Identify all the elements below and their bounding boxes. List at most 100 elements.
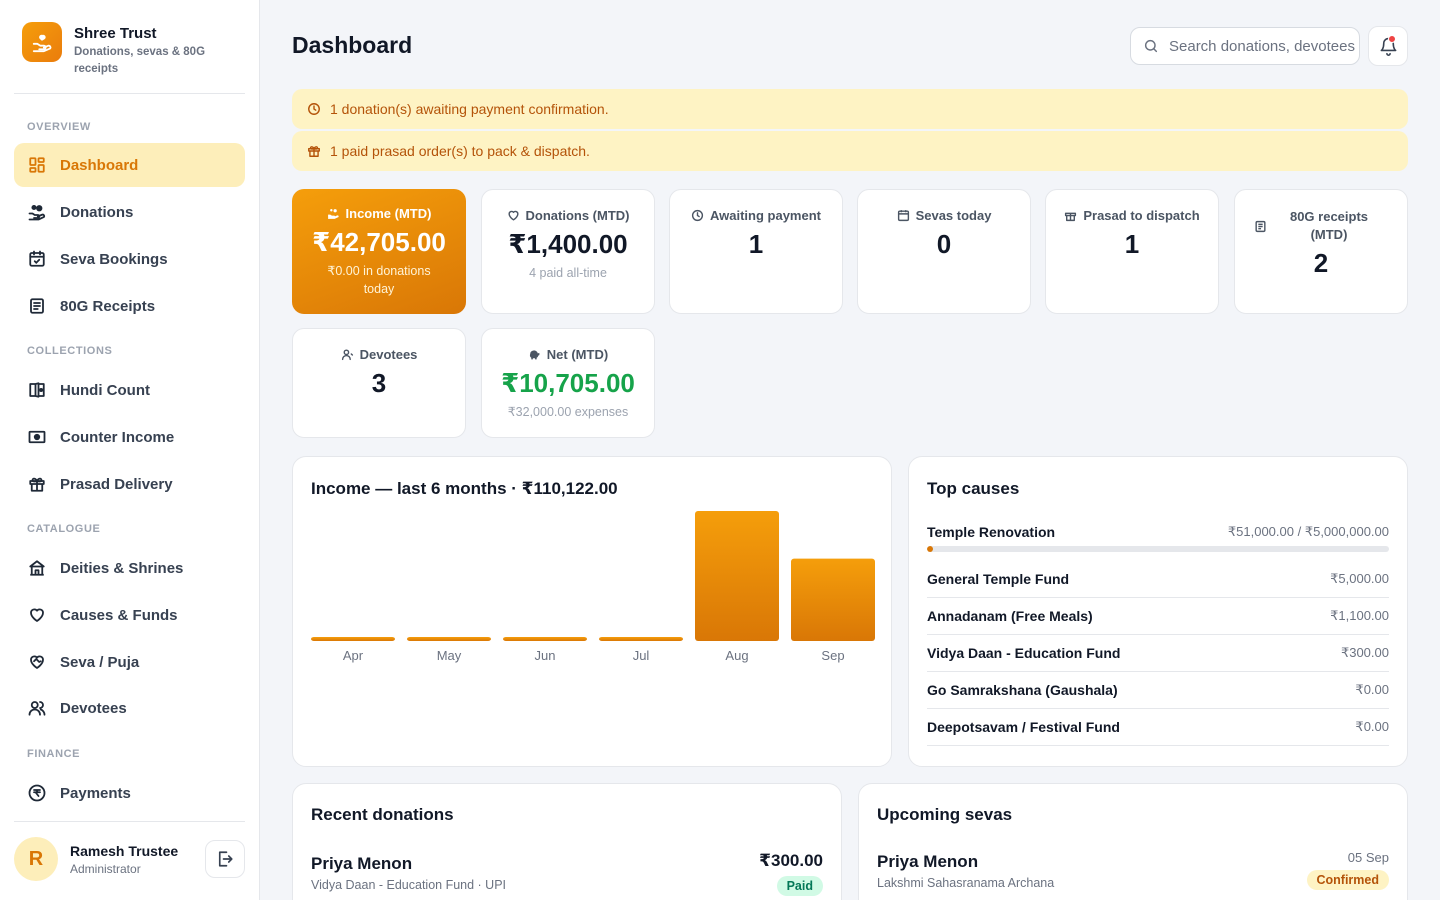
logout-button[interactable] <box>205 840 245 878</box>
sidebar-item-prasad-delivery[interactable]: Prasad Delivery <box>14 462 245 506</box>
x-tick-label: Aug <box>725 648 748 663</box>
search-icon <box>1143 38 1159 54</box>
sidebar-item-donations[interactable]: Donations <box>14 190 245 234</box>
alert-awaiting-payment[interactable]: 1 donation(s) awaiting payment confirmat… <box>292 89 1408 129</box>
panel-title: Upcoming sevas <box>877 805 1013 824</box>
panel-title: Top causes <box>927 479 1020 498</box>
stat-card-devotees[interactable]: Devotees 3 <box>292 328 466 438</box>
stat-label: 80G receipts (MTD) <box>1289 209 1369 242</box>
income-bar-chart: Apr May Jun Jul Aug Sep <box>311 511 875 663</box>
status-badge: Paid <box>776 876 823 896</box>
heart-icon <box>507 209 520 222</box>
sidebar: Shree Trust Donations, sevas & 80G recei… <box>0 0 260 900</box>
stat-card-net[interactable]: Net (MTD) ₹10,705.00 ₹32,000.00 expenses <box>481 328 655 438</box>
stat-sub: 4 paid all-time <box>529 266 607 280</box>
chart-bar-sep[interactable] <box>791 558 875 641</box>
cause-amount: ₹5,000.00 <box>1330 571 1389 586</box>
panel-title: Recent donations <box>311 805 454 824</box>
sidebar-item-label: Dashboard <box>60 156 139 174</box>
nav-section-collections: COLLECTIONS <box>27 345 113 357</box>
x-tick-label: Jun <box>535 648 556 663</box>
notification-dot <box>1388 35 1396 43</box>
sidebar-item-payments[interactable]: Payments <box>14 771 245 815</box>
sidebar-item-dashboard[interactable]: Dashboard <box>14 143 245 187</box>
alert-prasad-dispatch[interactable]: 1 paid prasad order(s) to pack & dispatc… <box>292 131 1408 171</box>
donation-row[interactable]: Priya Menon Vidya Daan - Education Fund … <box>311 854 506 892</box>
logout-icon <box>216 850 234 868</box>
divider <box>14 821 245 822</box>
notifications-button[interactable] <box>1368 26 1408 66</box>
cause-progress-bar <box>927 546 1389 552</box>
cause-name: Vidya Daan - Education Fund <box>927 645 1121 661</box>
hundi-box-icon <box>28 381 46 399</box>
stat-value: 0 <box>936 229 952 259</box>
seva-date: 05 Sep <box>1347 850 1389 865</box>
users-icon <box>28 699 46 717</box>
stat-card-income[interactable]: Income (MTD) ₹42,705.00 ₹0.00 in donatio… <box>292 189 466 314</box>
heart-handshake-icon <box>28 653 46 671</box>
stat-card-awaiting-payment[interactable]: Awaiting payment 1 <box>669 189 843 314</box>
stat-card-donations[interactable]: Donations (MTD) ₹1,400.00 4 paid all-tim… <box>481 189 655 314</box>
search-box[interactable] <box>1130 27 1360 65</box>
user-name: Ramesh Trustee <box>70 842 179 859</box>
cause-amount: ₹1,100.00 <box>1330 608 1389 623</box>
chart-bar-may[interactable] <box>407 637 491 641</box>
sidebar-item-devotees[interactable]: Devotees <box>14 686 245 730</box>
donation-detail: Vidya Daan - Education Fund · UPI <box>311 878 507 892</box>
cause-row[interactable]: General Temple Fund ₹5,000.00 <box>927 561 1389 598</box>
cause-name: Annadanam (Free Meals) <box>927 608 1093 624</box>
piggy-bank-icon <box>528 348 541 361</box>
gift-icon <box>307 144 321 158</box>
stat-value: 1 <box>748 229 764 259</box>
stat-card-80g-receipts[interactable]: 80G receipts (MTD) 2 <box>1234 189 1408 314</box>
sidebar-item-label: Deities & Shrines <box>60 559 184 577</box>
cause-amount: ₹0.00 <box>1355 719 1389 734</box>
stat-card-prasad-dispatch[interactable]: Prasad to dispatch 1 <box>1045 189 1219 314</box>
devotee-name: Priya Menon <box>877 852 979 871</box>
brand[interactable]: Shree Trust Donations, sevas & 80G recei… <box>22 22 224 78</box>
avatar: R <box>14 837 58 881</box>
sidebar-item-seva-puja[interactable]: Seva / Puja <box>14 640 245 684</box>
clock-icon <box>691 209 704 222</box>
x-tick-label: Apr <box>343 648 364 663</box>
gift-icon <box>1064 209 1077 222</box>
chart-bar-apr[interactable] <box>311 637 395 641</box>
stat-label: Prasad to dispatch <box>1083 208 1200 223</box>
x-tick-label: May <box>437 648 462 663</box>
sidebar-item-deities-shrines[interactable]: Deities & Shrines <box>14 546 245 590</box>
sidebar-item-seva-bookings[interactable]: Seva Bookings <box>14 237 245 281</box>
user-icon <box>341 348 354 361</box>
cause-row[interactable]: Vidya Daan - Education Fund ₹300.00 <box>927 635 1389 672</box>
sidebar-item-hundi-count[interactable]: Hundi Count <box>14 368 245 412</box>
divider <box>14 93 245 94</box>
sidebar-item-label: Donations <box>60 203 134 221</box>
status-badge: Confirmed <box>1306 870 1389 890</box>
cause-name: General Temple Fund <box>927 571 1070 587</box>
sidebar-item-label: Counter Income <box>60 428 175 446</box>
stat-label: Income (MTD) <box>345 206 432 221</box>
cause-row[interactable]: Deepotsavam / Festival Fund ₹0.00 <box>927 709 1389 746</box>
sidebar-item-80g-receipts[interactable]: 80G Receipts <box>14 284 245 328</box>
sidebar-item-label: Hundi Count <box>60 381 150 399</box>
nav-section-catalogue: CATALOGUE <box>27 523 101 535</box>
cause-row[interactable]: Annadanam (Free Meals) ₹1,100.00 <box>927 598 1389 635</box>
stat-label: Devotees <box>359 347 418 362</box>
hand-coins-icon <box>327 207 340 220</box>
stat-label: Net (MTD) <box>546 347 609 362</box>
chart-bar-jun[interactable] <box>503 637 587 641</box>
recent-donations-panel: Recent donations Priya Menon Vidya Daan … <box>292 783 842 900</box>
alert-text: 1 paid prasad order(s) to pack & dispatc… <box>330 143 590 159</box>
seva-row[interactable]: Priya Menon Lakshmi Sahasranama Archana <box>877 852 1054 890</box>
cause-row[interactable]: Temple Renovation ₹51,000.00 / ₹5,000,00… <box>927 513 1389 550</box>
chart-bar-jul[interactable] <box>599 637 683 641</box>
cause-row[interactable]: Go Samrakshana (Gaushala) ₹0.00 <box>927 672 1389 709</box>
cause-amount: ₹51,000.00 / ₹5,000,000.00 <box>1227 523 1389 539</box>
sidebar-item-counter-income[interactable]: Counter Income <box>14 415 245 459</box>
cause-name: Go Samrakshana (Gaushala) <box>927 682 1118 698</box>
search-input[interactable] <box>1169 37 1359 55</box>
stat-card-sevas-today[interactable]: Sevas today 0 <box>857 189 1031 314</box>
sidebar-item-causes-funds[interactable]: Causes & Funds <box>14 593 245 637</box>
calendar-icon <box>897 209 910 222</box>
chart-bar-aug[interactable] <box>695 511 779 641</box>
cause-name: Deepotsavam / Festival Fund <box>927 719 1120 735</box>
